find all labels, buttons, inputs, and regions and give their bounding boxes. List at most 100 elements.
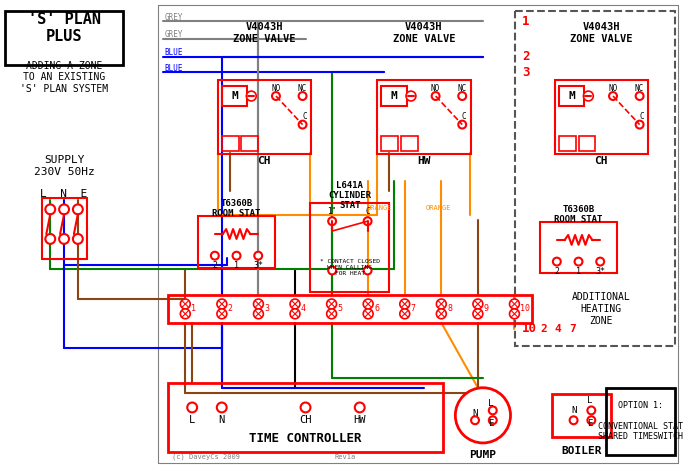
Bar (606, 388, 675, 455)
Circle shape (59, 205, 69, 214)
Circle shape (509, 309, 520, 319)
Bar (221, 137, 239, 151)
Text: 7: 7 (570, 323, 576, 334)
Text: E: E (488, 419, 493, 428)
Text: T6360B
ROOM STAT: T6360B ROOM STAT (554, 205, 602, 224)
Circle shape (290, 299, 300, 309)
Text: 2: 2 (540, 323, 547, 334)
Circle shape (509, 299, 520, 309)
Text: 4: 4 (555, 323, 562, 334)
Text: ADDITIONAL
HEATING
ZONE: ADDITIONAL HEATING ZONE (572, 292, 631, 326)
Text: 3: 3 (264, 304, 269, 314)
Circle shape (290, 309, 300, 319)
Circle shape (436, 299, 446, 309)
Circle shape (436, 309, 446, 319)
Bar (578, 137, 595, 151)
Text: CH: CH (594, 156, 608, 166)
Text: NC: NC (635, 84, 644, 93)
Circle shape (299, 121, 306, 129)
Text: TIME CONTROLLER: TIME CONTROLLER (249, 431, 362, 445)
Text: N: N (571, 406, 576, 415)
Bar (221, 86, 248, 106)
Circle shape (299, 92, 306, 100)
Text: L: L (586, 396, 592, 405)
Circle shape (301, 402, 310, 412)
Text: GREY: GREY (165, 13, 183, 22)
Text: L  N  E: L N E (41, 189, 88, 198)
Circle shape (584, 91, 593, 101)
Text: ORANGE: ORANGE (426, 205, 451, 212)
Text: T6360B
ROOM STAT: T6360B ROOM STAT (213, 199, 261, 218)
Text: 1: 1 (191, 304, 196, 314)
Text: M: M (391, 91, 397, 101)
Text: PUMP: PUMP (469, 450, 496, 460)
Circle shape (458, 92, 466, 100)
Circle shape (587, 407, 595, 414)
Text: 1: 1 (576, 267, 581, 276)
Text: L: L (189, 415, 195, 425)
Circle shape (363, 309, 373, 319)
Circle shape (253, 299, 264, 309)
Text: * CONTACT CLOSED
WHEN CALLING
FOR HEAT: * CONTACT CLOSED WHEN CALLING FOR HEAT (320, 259, 380, 276)
Circle shape (73, 234, 83, 244)
Text: HW: HW (417, 156, 431, 166)
Circle shape (553, 258, 561, 265)
Bar (310, 204, 389, 292)
Circle shape (59, 234, 69, 244)
Circle shape (328, 266, 336, 274)
Circle shape (355, 402, 364, 412)
Text: 2: 2 (213, 261, 217, 270)
Circle shape (458, 121, 466, 129)
Bar (168, 295, 532, 323)
Text: V4043H
ZONE VALVE: V4043H ZONE VALVE (570, 22, 633, 44)
Circle shape (326, 299, 337, 309)
Circle shape (326, 309, 337, 319)
Circle shape (473, 299, 483, 309)
Circle shape (187, 402, 197, 412)
Circle shape (328, 217, 336, 225)
Text: C: C (462, 112, 466, 121)
Circle shape (471, 417, 479, 424)
Bar (168, 383, 444, 452)
Text: 5: 5 (337, 304, 342, 314)
Text: NO: NO (271, 84, 281, 93)
Text: ORANGE: ORANGE (366, 205, 392, 212)
Circle shape (400, 309, 410, 319)
Text: BOILER: BOILER (561, 446, 602, 456)
Text: 2: 2 (522, 50, 530, 63)
Circle shape (609, 92, 617, 100)
Circle shape (73, 205, 83, 214)
Text: SUPPLY
230V 50Hz: SUPPLY 230V 50Hz (34, 155, 95, 177)
Circle shape (211, 252, 219, 260)
Text: V4043H
ZONE VALVE: V4043H ZONE VALVE (233, 22, 295, 44)
Circle shape (570, 417, 578, 424)
Text: 4: 4 (301, 304, 306, 314)
Text: 10: 10 (522, 322, 538, 335)
Circle shape (180, 309, 190, 319)
Text: 3*: 3* (595, 267, 605, 276)
Circle shape (400, 299, 410, 309)
Circle shape (180, 299, 190, 309)
Text: 7: 7 (411, 304, 415, 314)
Text: BLUE: BLUE (165, 64, 183, 73)
Text: V4043H
ZONE VALVE: V4043H ZONE VALVE (393, 22, 455, 44)
Circle shape (272, 92, 280, 100)
Text: C: C (302, 112, 307, 121)
Text: ADDING A ZONE
TO AN EXISTING
'S' PLAN SYSTEM: ADDING A ZONE TO AN EXISTING 'S' PLAN SY… (20, 61, 108, 94)
Text: HW: HW (353, 415, 366, 425)
Text: M: M (569, 91, 575, 101)
Bar (382, 86, 407, 106)
Circle shape (253, 309, 264, 319)
Circle shape (217, 299, 227, 309)
Circle shape (575, 258, 582, 265)
Text: L641A
CYLINDER
STAT: L641A CYLINDER STAT (328, 181, 371, 211)
Circle shape (46, 234, 55, 244)
Text: 1: 1 (522, 15, 530, 28)
Text: 'S' PLAN
PLUS: 'S' PLAN PLUS (28, 12, 101, 44)
Text: CH: CH (299, 415, 312, 425)
Bar (218, 80, 311, 154)
Text: L: L (488, 399, 493, 408)
Text: N: N (473, 409, 477, 418)
Circle shape (489, 417, 497, 424)
Text: E: E (586, 419, 592, 428)
